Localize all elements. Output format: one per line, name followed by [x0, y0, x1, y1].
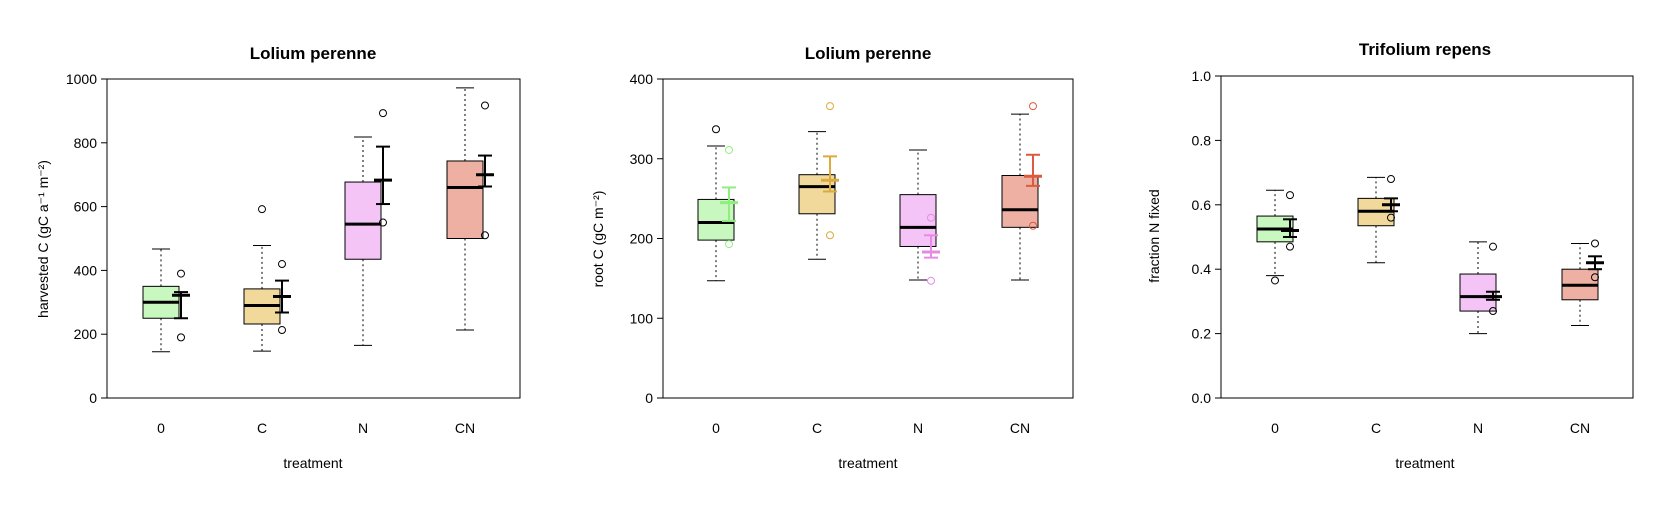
- y-axis-label: fraction N fixed: [1146, 189, 1162, 282]
- max-point: [1029, 102, 1037, 111]
- max-point: [1489, 242, 1497, 251]
- min-point: [1387, 213, 1395, 222]
- max-point: [927, 213, 935, 222]
- x-axis-label: treatment: [838, 455, 897, 471]
- y-tick-label: 0: [89, 390, 97, 406]
- min-point: [725, 240, 733, 249]
- min-point: [177, 333, 185, 342]
- y-tick-label: 800: [74, 135, 98, 151]
- min-point: [1489, 307, 1497, 316]
- box: [446, 160, 484, 239]
- x-tick-label: N: [1473, 420, 1483, 436]
- y-tick-label: 400: [74, 262, 98, 278]
- box: [344, 181, 382, 260]
- panel-fraction-n-fixed: Trifolium repens treatment fraction N fi…: [1146, 40, 1634, 471]
- x-tick-label: 0: [157, 420, 165, 436]
- y-tick-label: 400: [630, 71, 654, 87]
- x-tick-label: N: [358, 420, 368, 436]
- min-point: [1591, 273, 1599, 282]
- max-point: [725, 145, 733, 154]
- y-tick-label: 200: [74, 326, 98, 342]
- min-point: [1029, 221, 1037, 230]
- max-point: [278, 260, 286, 269]
- min-point: [278, 326, 286, 335]
- y-axis-label: harvested C (gC a⁻¹ m⁻²): [35, 160, 51, 318]
- y-tick-label: 100: [630, 310, 654, 326]
- panel-title: Lolium perenne: [805, 44, 932, 63]
- max-point: [826, 102, 834, 111]
- panel-harvested-c: Lolium perenne treatment harvested C (gC…: [35, 44, 521, 471]
- plot-frame: [106, 78, 521, 399]
- y-tick-label: 1000: [66, 71, 97, 87]
- y-tick-label: 0.8: [1192, 132, 1212, 148]
- min-point: [481, 231, 489, 240]
- min-point: [1286, 242, 1294, 251]
- max-point: [1286, 191, 1294, 200]
- y-tick-label: 600: [74, 199, 98, 215]
- y-tick-label: 0.6: [1192, 197, 1212, 213]
- x-tick-label: CN: [1010, 420, 1030, 436]
- x-tick-label: CN: [1570, 420, 1590, 436]
- y-tick-label: 0.0: [1192, 390, 1212, 406]
- panel-title: Lolium perenne: [250, 44, 377, 63]
- x-tick-label: C: [812, 420, 822, 436]
- max-point: [379, 109, 387, 118]
- x-axis-label: treatment: [283, 455, 342, 471]
- max-point: [1387, 175, 1395, 184]
- y-tick-label: 200: [630, 231, 654, 247]
- x-tick-label: C: [257, 420, 267, 436]
- max-point: [481, 101, 489, 110]
- box-outlier: [258, 205, 266, 214]
- box-outlier: [712, 125, 720, 134]
- x-tick-label: CN: [455, 420, 475, 436]
- box: [697, 198, 735, 241]
- box-outlier: [1271, 276, 1279, 285]
- plot-frame: [1220, 75, 1634, 399]
- min-point: [379, 218, 387, 227]
- y-tick-label: 0.4: [1192, 261, 1212, 277]
- y-tick-label: 300: [630, 151, 654, 167]
- min-point: [927, 276, 935, 285]
- y-tick-label: 0.2: [1192, 326, 1212, 342]
- y-axis-label: root C (gC m⁻²): [590, 191, 606, 288]
- x-tick-label: N: [913, 420, 923, 436]
- panel-title: Trifolium repens: [1359, 40, 1491, 59]
- panel-root-c: Lolium perenne treatment root C (gC m⁻²)…: [590, 44, 1074, 471]
- min-point: [826, 231, 834, 240]
- x-axis-label: treatment: [1395, 455, 1454, 471]
- y-tick-label: 1.0: [1192, 68, 1212, 84]
- max-point: [177, 269, 185, 278]
- x-tick-label: C: [1371, 420, 1381, 436]
- max-point: [1591, 239, 1599, 248]
- x-tick-label: 0: [1271, 420, 1279, 436]
- x-tick-label: 0: [712, 420, 720, 436]
- y-tick-label: 0: [645, 390, 653, 406]
